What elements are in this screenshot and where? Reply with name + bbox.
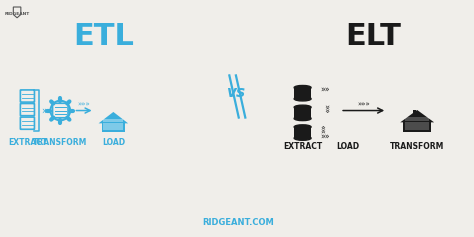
Ellipse shape xyxy=(294,97,311,101)
Text: »»: »» xyxy=(320,133,329,142)
Polygon shape xyxy=(99,112,128,123)
Text: »»: »» xyxy=(320,123,329,133)
Text: vs: vs xyxy=(226,85,245,100)
Text: RIDGEANT.COM: RIDGEANT.COM xyxy=(202,218,273,227)
Ellipse shape xyxy=(294,105,311,109)
Text: »»»: »»» xyxy=(357,101,370,107)
Ellipse shape xyxy=(294,116,311,121)
FancyBboxPatch shape xyxy=(294,107,311,118)
Text: EXTRACT: EXTRACT xyxy=(283,142,322,151)
Text: LOAD: LOAD xyxy=(337,142,360,151)
FancyBboxPatch shape xyxy=(103,119,123,122)
Polygon shape xyxy=(413,110,416,113)
Text: RIDGEANT: RIDGEANT xyxy=(4,12,30,16)
Text: »»: »» xyxy=(320,104,329,114)
Text: TRANSFORM: TRANSFORM xyxy=(33,138,88,147)
FancyBboxPatch shape xyxy=(405,122,429,126)
Text: »: » xyxy=(41,105,47,115)
FancyBboxPatch shape xyxy=(403,122,431,132)
FancyBboxPatch shape xyxy=(294,88,311,99)
FancyBboxPatch shape xyxy=(405,127,429,130)
Ellipse shape xyxy=(294,125,311,129)
Ellipse shape xyxy=(294,136,311,140)
Text: »»: »» xyxy=(320,86,329,95)
Text: »»»: »»» xyxy=(77,101,90,107)
FancyBboxPatch shape xyxy=(405,117,429,121)
FancyBboxPatch shape xyxy=(103,127,123,130)
Text: TRANSFORM: TRANSFORM xyxy=(390,142,445,151)
FancyBboxPatch shape xyxy=(101,123,125,132)
Text: EXTRACT: EXTRACT xyxy=(8,138,47,147)
FancyBboxPatch shape xyxy=(103,123,123,126)
Text: LOAD: LOAD xyxy=(102,138,125,147)
Text: ETL: ETL xyxy=(73,23,135,51)
Polygon shape xyxy=(400,110,434,122)
Ellipse shape xyxy=(294,86,311,90)
FancyBboxPatch shape xyxy=(294,127,311,138)
Text: ELT: ELT xyxy=(345,23,401,51)
